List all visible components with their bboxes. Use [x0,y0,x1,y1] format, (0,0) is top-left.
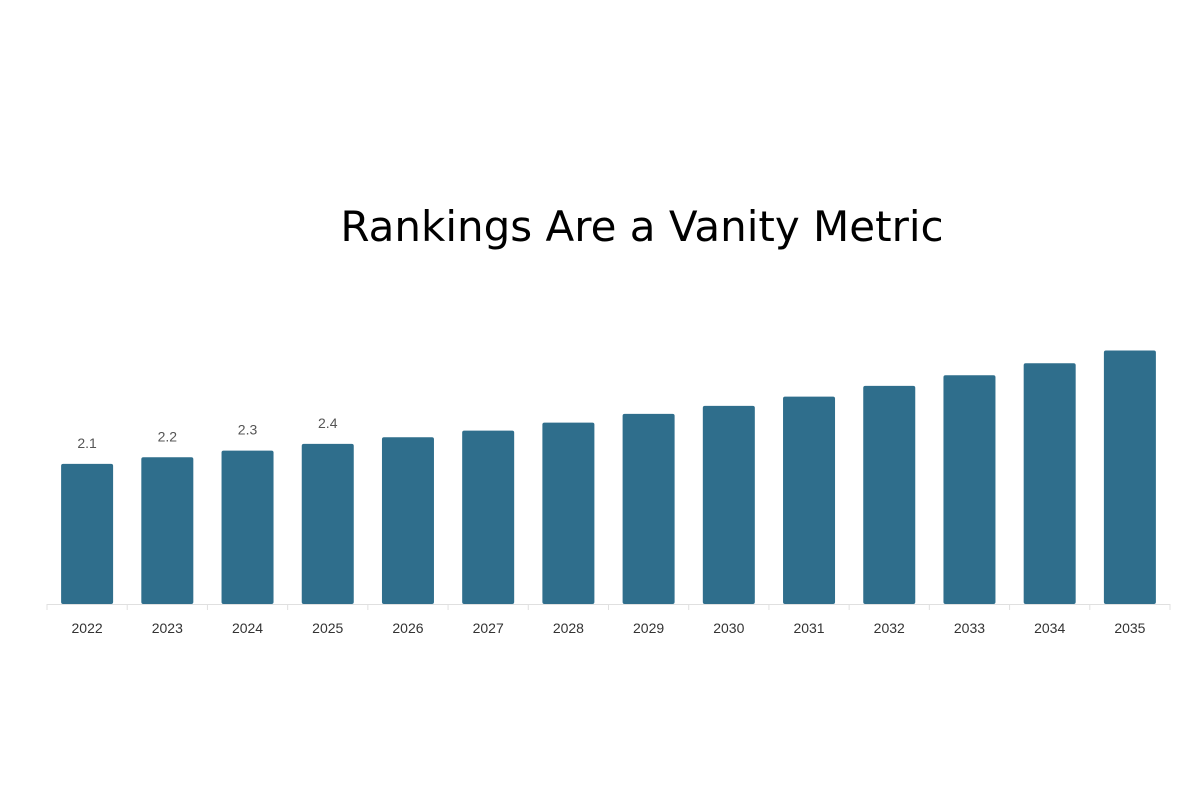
x-tick-label: 2024 [232,620,263,636]
x-tick-label: 2035 [1114,620,1145,636]
x-tick-label: 2023 [152,620,183,636]
x-tick-label: 2032 [874,620,905,636]
bars-group [61,350,1156,604]
bar-2026 [381,437,434,604]
data-labels-group: 2.1 2.2 2.3 2.4 [77,415,337,451]
bar-2030 [702,405,755,604]
data-label-2023: 2.2 [158,428,178,444]
bar-2029 [622,413,675,604]
data-label-2025: 2.4 [318,415,338,431]
bar-2022 [61,463,114,604]
x-tick-label: 2033 [954,620,985,636]
data-label-2024: 2.3 [238,422,258,438]
x-tick-label: 2029 [633,620,664,636]
x-tick-label: 2030 [713,620,744,636]
x-tick-label: 2027 [473,620,504,636]
bar-2032 [863,385,916,604]
chart-title: Rankings Are a Vanity Metric [340,202,944,251]
data-label-2022: 2.1 [77,435,97,451]
x-tick-label: 2028 [553,620,584,636]
bar-2023 [141,457,194,604]
bar-2024 [221,450,274,604]
bar-2027 [462,430,515,604]
x-tick-label: 2022 [72,620,103,636]
bar-2035 [1103,350,1156,604]
bar-2031 [783,396,836,604]
x-tick-label: 2025 [312,620,343,636]
bar-2025 [301,443,354,604]
x-tick-label: 2026 [392,620,423,636]
x-tick-label: 2034 [1034,620,1065,636]
x-tick-label: 2031 [793,620,824,636]
bar-2028 [542,422,595,604]
bar-2034 [1023,363,1076,604]
bar-2033 [943,375,996,604]
x-axis: 2022 2023 2024 2025 2026 2027 2028 2029 2030 2031… [46,604,1171,636]
